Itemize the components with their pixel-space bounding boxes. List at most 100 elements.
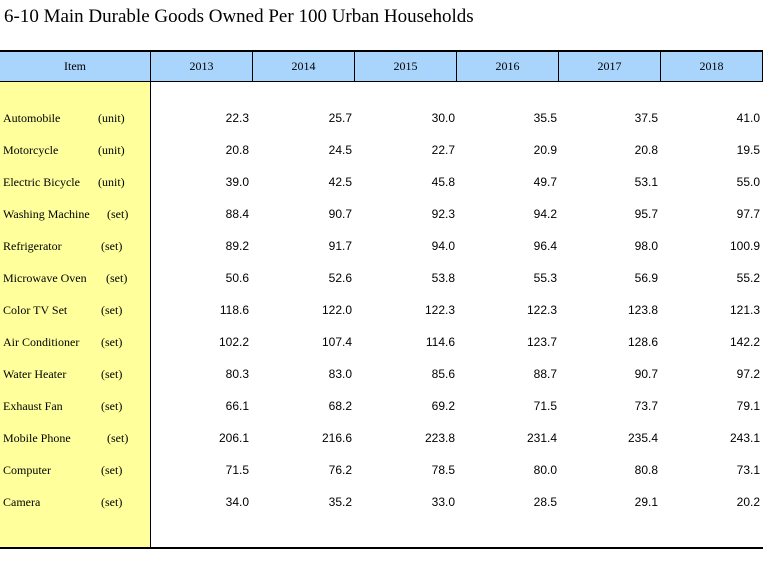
row-value-2015: 69.2 [431, 399, 455, 413]
table-row: Water Heater (set) 80.3 83.0 85.6 88.7 90.7 97.… [0, 358, 763, 390]
row-value-2016: 231.4 [526, 431, 557, 445]
row-item-name: Water Heater [3, 367, 67, 381]
row-value-2013: 22.3 [225, 111, 249, 125]
row-value-2016: 55.3 [533, 271, 557, 285]
row-value-2013: 118.6 [219, 303, 249, 317]
row-unit: (unit) [98, 111, 125, 125]
row-item-name: Motorcycle [3, 143, 59, 157]
row-value-2017: 29.1 [634, 495, 658, 509]
row-value-2013: 89.2 [225, 239, 249, 253]
row-value-2016: 96.4 [533, 239, 557, 253]
row-value-2018: 121.3 [729, 303, 760, 317]
row-value-2018: 73.1 [736, 463, 760, 477]
header-year-2018: 2018 [661, 52, 763, 81]
table-bottom-rule [0, 547, 763, 549]
row-value-2015: 45.8 [431, 175, 455, 189]
row-value-2013: 206.1 [218, 431, 249, 445]
row-value-2016: 20.9 [533, 143, 557, 157]
row-value-2016: 94.2 [533, 207, 557, 221]
row-unit: (set) [106, 271, 128, 285]
row-item-name: Air Conditioner [3, 335, 80, 349]
row-value-2014: 68.2 [328, 399, 352, 413]
table-row: Automobile (unit) 22.3 25.7 30.0 35.5 37.5 41.0 [0, 102, 763, 134]
row-value-2017: 73.7 [634, 399, 658, 413]
row-value-2017: 95.7 [634, 207, 658, 221]
row-value-2016: 80.0 [533, 463, 557, 477]
row-value-2015: 30.0 [431, 111, 455, 125]
row-value-2013: 66.1 [225, 399, 249, 413]
row-value-2017: 235.4 [627, 431, 658, 445]
table-title: 6-10 Main Durable Goods Owned Per 100 Ur… [4, 6, 474, 27]
row-value-2018: 41.0 [736, 111, 760, 125]
row-value-2014: 90.7 [328, 207, 352, 221]
row-item-name: Computer [3, 463, 51, 477]
row-value-2015: 33.0 [431, 495, 455, 509]
row-value-2015: 78.5 [431, 463, 455, 477]
row-item-name: Refrigerator [3, 239, 62, 253]
row-value-2013: 34.0 [225, 495, 249, 509]
row-item-name: Microwave Oven [3, 271, 87, 285]
row-item-name: Electric Bicycle [3, 175, 80, 189]
row-value-2015: 53.8 [431, 271, 455, 285]
row-value-2014: 107.4 [321, 335, 352, 349]
row-unit: (set) [101, 463, 123, 477]
row-value-2015: 94.0 [431, 239, 455, 253]
row-value-2018: 55.2 [736, 271, 760, 285]
row-value-2013: 80.3 [225, 367, 249, 381]
row-value-2015: 22.7 [431, 143, 455, 157]
row-value-2015: 114.6 [425, 335, 455, 349]
row-value-2016: 35.5 [533, 111, 557, 125]
row-value-2014: 24.5 [328, 143, 352, 157]
row-item-name: Mobile Phone [3, 431, 71, 445]
row-value-2017: 37.5 [634, 111, 658, 125]
row-value-2016: 123.7 [526, 335, 557, 349]
row-value-2014: 52.6 [328, 271, 352, 285]
row-item-name: Camera [3, 495, 41, 509]
row-value-2017: 56.9 [634, 271, 658, 285]
row-value-2013: 39.0 [225, 175, 249, 189]
table-row: Microwave Oven (set) 50.6 52.6 53.8 55.3 56.9 5… [0, 262, 763, 294]
row-unit: (set) [101, 303, 123, 317]
row-item-name: Exhaust Fan [3, 399, 63, 413]
row-value-2014: 76.2 [328, 463, 352, 477]
row-unit: (set) [101, 495, 123, 509]
row-unit: (set) [101, 335, 123, 349]
row-value-2013: 50.6 [225, 271, 249, 285]
row-value-2018: 19.5 [736, 143, 760, 157]
row-value-2018: 97.7 [736, 207, 760, 221]
row-value-2017: 20.8 [634, 143, 658, 157]
row-unit: (set) [107, 431, 129, 445]
row-item-name: Automobile [3, 111, 61, 125]
table-row: Motorcycle (unit) 20.8 24.5 22.7 20.9 20.8 19.5 [0, 134, 763, 166]
row-value-2016: 122.3 [526, 303, 557, 317]
row-value-2013: 71.5 [225, 463, 249, 477]
row-value-2014: 42.5 [328, 175, 352, 189]
row-value-2018: 97.2 [736, 367, 760, 381]
header-year-2016: 2016 [457, 52, 559, 81]
row-unit: (set) [101, 399, 123, 413]
table-row: Exhaust Fan (set) 66.1 68.2 69.2 71.5 73.7 79.1 [0, 390, 763, 422]
table-top-rule [0, 50, 763, 52]
row-value-2015: 92.3 [431, 207, 455, 221]
row-value-2014: 83.0 [328, 367, 352, 381]
table-row: Air Conditioner (set) 102.2 107.4 114.6 123.7… [0, 326, 763, 358]
row-value-2015: 85.6 [431, 367, 455, 381]
row-value-2017: 128.6 [627, 335, 658, 349]
row-value-2014: 122.0 [321, 303, 352, 317]
header-year-2014: 2014 [253, 52, 355, 81]
row-value-2014: 91.7 [328, 239, 352, 253]
table-row: Washing Machine (set) 88.4 90.7 92.3 94.2 95.7… [0, 198, 763, 230]
row-value-2017: 123.8 [627, 303, 658, 317]
row-item-name: Washing Machine [3, 207, 90, 221]
row-unit: (set) [101, 367, 123, 381]
row-value-2013: 88.4 [225, 207, 249, 221]
table-row: Camera (set) 34.0 35.2 33.0 28.5 29.1 20.2 [0, 486, 763, 518]
row-value-2018: 20.2 [736, 495, 760, 509]
data-table: Item 2013 2014 2015 2016 2017 2018 Autom… [0, 50, 763, 550]
table-row: Mobile Phone (set) 206.1 216.6 223.8 231.4 235… [0, 422, 763, 454]
table-row: Electric Bicycle (unit) 39.0 42.5 45.8 49.7 53… [0, 166, 763, 198]
table-header-row: Item 2013 2014 2015 2016 2017 2018 [0, 52, 763, 82]
row-value-2017: 90.7 [634, 367, 658, 381]
row-value-2016: 88.7 [533, 367, 557, 381]
table-row: Color TV Set (set) 118.6 122.0 122.3 122.3 123… [0, 294, 763, 326]
